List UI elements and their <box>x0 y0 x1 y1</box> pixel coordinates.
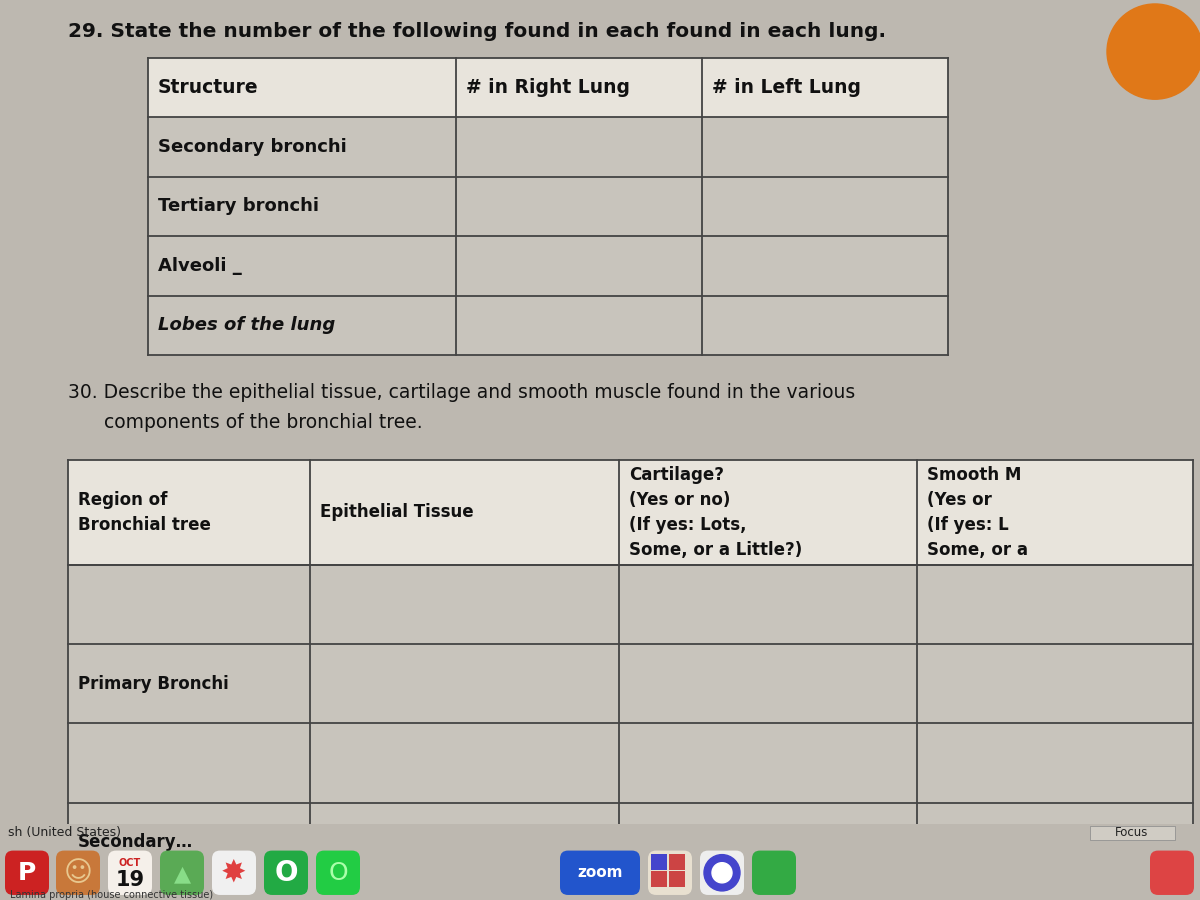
Text: Primary Bronchi: Primary Bronchi <box>78 675 229 693</box>
Text: 29. State the number of the following found in each found in each lung.: 29. State the number of the following fo… <box>68 22 886 41</box>
Text: Tertiary bronchi: Tertiary bronchi <box>158 197 319 215</box>
Bar <box>148 296 948 356</box>
Bar <box>148 176 948 236</box>
Bar <box>148 236 948 296</box>
FancyBboxPatch shape <box>108 850 152 895</box>
Bar <box>1090 825 1175 840</box>
Text: 30. Describe the epithelial tissue, cartilage and smooth muscle found in the var: 30. Describe the epithelial tissue, cart… <box>68 383 856 402</box>
FancyBboxPatch shape <box>316 850 360 895</box>
Bar <box>670 871 685 886</box>
Text: OCT: OCT <box>119 858 142 868</box>
FancyBboxPatch shape <box>648 850 692 895</box>
Bar <box>148 117 948 176</box>
FancyBboxPatch shape <box>752 850 796 895</box>
Circle shape <box>712 863 732 883</box>
Text: zoom: zoom <box>577 865 623 880</box>
Text: Smooth M
(Yes or
(If yes: L
Some, or a: Smooth M (Yes or (If yes: L Some, or a <box>928 466 1028 559</box>
Bar <box>68 461 1193 564</box>
FancyBboxPatch shape <box>212 850 256 895</box>
Circle shape <box>704 855 740 891</box>
Bar <box>68 644 1193 724</box>
Circle shape <box>1108 4 1200 99</box>
FancyBboxPatch shape <box>56 850 100 895</box>
Text: Structure: Structure <box>158 77 259 97</box>
FancyBboxPatch shape <box>160 850 204 895</box>
Text: # in Right Lung: # in Right Lung <box>466 77 630 97</box>
Text: Epithelial Tissue: Epithelial Tissue <box>320 503 474 521</box>
Text: O: O <box>275 859 298 886</box>
FancyBboxPatch shape <box>5 850 49 895</box>
Text: Alveoli _: Alveoli _ <box>158 256 241 274</box>
Bar <box>68 724 1193 803</box>
Text: Focus: Focus <box>1115 826 1148 839</box>
Text: P: P <box>18 860 36 885</box>
Text: # in Left Lung: # in Left Lung <box>713 77 862 97</box>
FancyBboxPatch shape <box>700 850 744 895</box>
FancyBboxPatch shape <box>1150 850 1194 895</box>
Bar <box>670 853 685 869</box>
Text: ▲: ▲ <box>174 865 191 885</box>
Text: components of the bronchial tree.: components of the bronchial tree. <box>68 413 422 432</box>
Bar <box>148 58 948 117</box>
Text: Secondary bronchi: Secondary bronchi <box>158 138 347 156</box>
Bar <box>68 564 1193 643</box>
Text: sh (United States): sh (United States) <box>8 826 121 839</box>
Text: Secondary…: Secondary… <box>78 833 193 851</box>
Bar <box>650 853 667 869</box>
Text: ☺: ☺ <box>64 859 92 886</box>
Bar <box>68 803 1193 882</box>
Text: Lamina propria (house connective tissue): Lamina propria (house connective tissue) <box>10 889 214 900</box>
FancyBboxPatch shape <box>264 850 308 895</box>
Text: Region of
Bronchial tree: Region of Bronchial tree <box>78 491 211 534</box>
FancyBboxPatch shape <box>560 850 640 895</box>
Text: Cartilage?
(Yes or no)
(If yes: Lots,
Some, or a Little?): Cartilage? (Yes or no) (If yes: Lots, So… <box>629 466 803 559</box>
Text: Lobes of the lung: Lobes of the lung <box>158 317 335 335</box>
Text: 19: 19 <box>115 869 144 890</box>
Text: O: O <box>328 860 348 885</box>
Text: ✸: ✸ <box>221 859 247 887</box>
Bar <box>650 871 667 886</box>
